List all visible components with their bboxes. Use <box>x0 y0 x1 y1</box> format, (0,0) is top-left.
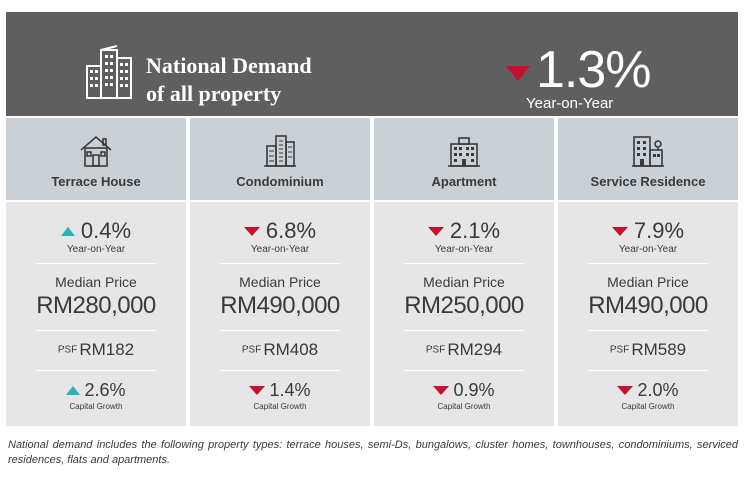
column-body: 2.1% Year-on-Year Median Price RM250,000… <box>374 202 554 426</box>
summary-header: National Demand of all property 1.3% Yea… <box>6 12 738 116</box>
capital-growth-label: Capital Growth <box>253 402 307 411</box>
psf-value: RM408 <box>263 340 319 359</box>
capital-growth: 1.4% Capital Growth <box>190 380 370 411</box>
yoy-growth: 7.9% Year-on-Year <box>558 218 738 255</box>
divider <box>588 263 708 264</box>
yoy-label: Year-on-Year <box>66 244 126 255</box>
page-title: National Demand of all property <box>146 52 406 108</box>
capital-growth-label: Capital Growth <box>437 402 491 411</box>
divider <box>404 263 524 264</box>
divider <box>220 370 340 371</box>
column-header: Apartment <box>374 118 554 200</box>
median-price-label: Median Price <box>607 274 689 290</box>
capital-growth-value: 2.0% <box>637 380 679 400</box>
down-arrow-icon <box>249 386 266 395</box>
divider <box>220 263 340 264</box>
capital-growth-label: Capital Growth <box>69 402 123 411</box>
psf-label: PSF <box>425 344 446 356</box>
divider <box>36 330 156 331</box>
median-price-value: RM280,000 <box>36 292 156 319</box>
yoy-growth: 0.4% Year-on-Year <box>6 218 186 255</box>
median-price-value: RM490,000 <box>220 292 340 319</box>
capital-growth: 0.9% Capital Growth <box>374 380 554 411</box>
capital-growth-label: Capital Growth <box>621 402 675 411</box>
down-arrow-icon <box>506 66 530 81</box>
property-type-label: Terrace House <box>51 174 141 189</box>
property-column-condominium: Condominium 6.8% Year-on-Year Median Pri… <box>190 118 370 426</box>
column-header: Service Residence <box>558 118 738 200</box>
apartment-icon <box>448 137 480 167</box>
property-column-apartment: Apartment 2.1% Year-on-Year Median Price… <box>374 118 554 426</box>
column-header: Terrace House <box>6 118 186 200</box>
capital-growth: 2.0% Capital Growth <box>558 380 738 411</box>
median-price-label: Median Price <box>423 274 505 290</box>
title-line-2: of all property <box>146 81 282 106</box>
city-buildings-icon <box>86 45 132 99</box>
capital-growth-value: 2.6% <box>84 380 126 400</box>
title-line-1: National Demand <box>146 53 312 78</box>
property-type-label: Apartment <box>431 174 497 189</box>
yoy-label: Year-on-Year <box>434 244 494 255</box>
column-body: 7.9% Year-on-Year Median Price RM490,000… <box>558 202 738 426</box>
psf-label: PSF <box>609 344 630 356</box>
up-arrow-icon <box>66 386 81 395</box>
property-type-label: Condominium <box>236 174 324 189</box>
capital-growth-value: 1.4% <box>269 380 311 400</box>
yoy-value: 7.9% <box>633 218 685 243</box>
condominium-icon <box>264 135 296 167</box>
psf-row: PSF RM408 <box>190 340 370 360</box>
divider <box>588 370 708 371</box>
psf-value: RM294 <box>447 340 503 359</box>
median-price-value: RM490,000 <box>588 292 708 319</box>
house-icon <box>80 135 112 167</box>
yoy-label: Year-on-Year <box>250 244 310 255</box>
divider <box>36 263 156 264</box>
psf-row: PSF RM182 <box>6 340 186 360</box>
yoy-growth: 6.8% Year-on-Year <box>190 218 370 255</box>
yoy-value: 6.8% <box>265 218 317 243</box>
service-residence-icon <box>632 136 664 167</box>
yoy-growth: 2.1% Year-on-Year <box>374 218 554 255</box>
psf-value: RM589 <box>631 340 687 359</box>
down-arrow-icon <box>617 386 634 395</box>
down-arrow-icon <box>243 226 260 236</box>
down-arrow-icon <box>611 226 628 236</box>
footnote: National demand includes the following p… <box>8 439 738 466</box>
psf-label: PSF <box>57 344 78 356</box>
yoy-label: Year-on-Year <box>618 244 678 255</box>
median-price-value: RM250,000 <box>404 292 524 319</box>
divider <box>588 330 708 331</box>
column-header: Condominium <box>190 118 370 200</box>
national-yoy-value: 1.3% <box>536 41 652 99</box>
divider <box>220 330 340 331</box>
down-arrow-icon <box>433 386 450 395</box>
column-body: 6.8% Year-on-Year Median Price RM490,000… <box>190 202 370 426</box>
psf-value: RM182 <box>79 340 135 359</box>
national-yoy-label: Year-on-Year <box>526 95 614 112</box>
yoy-value: 0.4% <box>80 218 132 243</box>
median-price-label: Median Price <box>239 274 321 290</box>
property-type-columns: Terrace House 0.4% Year-on-Year Median P… <box>6 118 738 426</box>
divider <box>36 370 156 371</box>
divider <box>404 370 524 371</box>
capital-growth: 2.6% Capital Growth <box>6 380 186 411</box>
property-column-terrace-house: Terrace House 0.4% Year-on-Year Median P… <box>6 118 186 426</box>
property-type-label: Service Residence <box>590 174 706 189</box>
property-column-service-residence: Service Residence 7.9% Year-on-Year Medi… <box>558 118 738 426</box>
column-body: 0.4% Year-on-Year Median Price RM280,000… <box>6 202 186 426</box>
divider <box>404 330 524 331</box>
down-arrow-icon <box>427 226 444 236</box>
up-arrow-icon <box>60 226 75 236</box>
psf-row: PSF RM589 <box>558 340 738 360</box>
psf-label: PSF <box>241 344 262 356</box>
yoy-value: 2.1% <box>449 218 501 243</box>
capital-growth-value: 0.9% <box>453 380 495 400</box>
psf-row: PSF RM294 <box>374 340 554 360</box>
median-price-label: Median Price <box>55 274 137 290</box>
